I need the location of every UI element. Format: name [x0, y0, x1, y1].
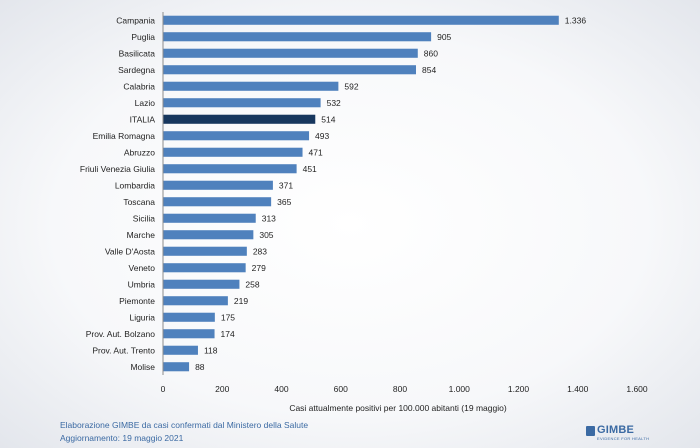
bar-prov-aut-bolzano: [163, 329, 215, 339]
category-label-liguria: Liguria: [129, 312, 155, 322]
value-label-basilicata: 860: [424, 48, 438, 58]
value-label-umbria: 258: [245, 279, 259, 289]
category-label-abruzzo: Abruzzo: [124, 147, 155, 157]
value-label-sicilia: 313: [262, 213, 276, 223]
category-label-toscana: Toscana: [123, 197, 155, 207]
category-label-piemonte: Piemonte: [119, 296, 155, 306]
x-tick-label: 200: [215, 384, 229, 394]
bar-calabria: [163, 81, 339, 91]
update-note: Aggiornamento: 19 maggio 2021: [60, 433, 184, 443]
value-label-campania: 1.336: [565, 15, 587, 25]
value-label-sardegna: 854: [422, 65, 436, 75]
bar-basilicata: [163, 48, 418, 58]
value-label-lombardia: 371: [279, 180, 293, 190]
bar-sicilia: [163, 213, 256, 223]
x-tick-label: 400: [274, 384, 288, 394]
bar-umbria: [163, 279, 240, 289]
category-label-emilia-romagna: Emilia Romagna: [93, 131, 156, 141]
category-label-calabria: Calabria: [123, 81, 155, 91]
category-label-marche: Marche: [127, 230, 156, 240]
value-label-valle-d-aosta: 283: [253, 246, 267, 256]
x-tick-label: 1.000: [449, 384, 471, 394]
category-label-umbria: Umbria: [128, 279, 156, 289]
logo-icon: [586, 426, 595, 436]
value-label-puglia: 905: [437, 32, 451, 42]
x-tick-label: 600: [334, 384, 348, 394]
category-label-puglia: Puglia: [131, 32, 155, 42]
bar-abruzzo: [163, 147, 303, 157]
category-label-veneto: Veneto: [129, 263, 156, 273]
bar-friuli-venezia-giulia: [163, 164, 297, 174]
value-label-piemonte: 219: [234, 296, 248, 306]
category-label-molise: Molise: [130, 362, 155, 372]
bar-marche: [163, 230, 254, 240]
value-label-emilia-romagna: 493: [315, 131, 329, 141]
value-label-abruzzo: 471: [309, 147, 323, 157]
bar-valle-d-aosta: [163, 246, 247, 256]
value-label-prov-aut-bolzano: 174: [221, 329, 235, 339]
x-axis-title: Casi attualmente positivi per 100.000 ab…: [289, 403, 507, 413]
source-note: Elaborazione GIMBE da casi confermati da…: [60, 420, 309, 430]
x-tick-label: 1.200: [508, 384, 530, 394]
category-label-basilicata: Basilicata: [119, 48, 156, 58]
category-label-sardegna: Sardegna: [118, 65, 155, 75]
category-label-prov-aut-bolzano: Prov. Aut. Bolzano: [86, 329, 156, 339]
x-tick-label: 1.400: [567, 384, 589, 394]
value-label-friuli-venezia-giulia: 451: [303, 164, 317, 174]
category-label-friuli-venezia-giulia: Friuli Venezia Giulia: [80, 164, 155, 174]
category-label-valle-d-aosta: Valle D'Aosta: [105, 246, 155, 256]
bar-lombardia: [163, 180, 273, 190]
x-tick-label: 0: [161, 384, 166, 394]
value-label-calabria: 592: [344, 81, 358, 91]
bar-veneto: [163, 263, 246, 273]
bar-sardegna: [163, 65, 416, 75]
category-label-lazio: Lazio: [135, 98, 156, 108]
bar-lazio: [163, 98, 321, 108]
x-tick-label: 1.600: [626, 384, 648, 394]
category-label-lombardia: Lombardia: [115, 180, 155, 190]
bar-prov-aut-trento: [163, 345, 198, 355]
category-label-campania: Campania: [116, 15, 155, 25]
x-tick-label: 800: [393, 384, 407, 394]
value-label-lazio: 532: [327, 98, 341, 108]
value-label-marche: 305: [259, 230, 273, 240]
bar-campania: [163, 15, 559, 25]
value-label-liguria: 175: [221, 312, 235, 322]
value-label-toscana: 365: [277, 197, 291, 207]
category-label-prov-aut-trento: Prov. Aut. Trento: [92, 345, 155, 355]
bar-piemonte: [163, 296, 228, 306]
gimbe-logo: GIMBE EVIDENCE FOR HEALTH: [586, 424, 650, 444]
bar-italia: [163, 114, 316, 124]
category-label-italia: ITALIA: [130, 114, 156, 124]
value-label-molise: 88: [195, 362, 205, 372]
bar-liguria: [163, 312, 215, 322]
bar-molise: [163, 362, 190, 372]
value-label-prov-aut-trento: 118: [204, 345, 218, 355]
logo-tagline: EVIDENCE FOR HEALTH: [597, 436, 650, 441]
category-label-sicilia: Sicilia: [133, 213, 155, 223]
value-label-italia: 514: [321, 114, 335, 124]
logo-name: GIMBE: [597, 424, 635, 436]
bar-emilia-romagna: [163, 131, 310, 141]
value-label-veneto: 279: [252, 263, 266, 273]
bar-toscana: [163, 197, 272, 207]
bar-puglia: [163, 32, 432, 42]
